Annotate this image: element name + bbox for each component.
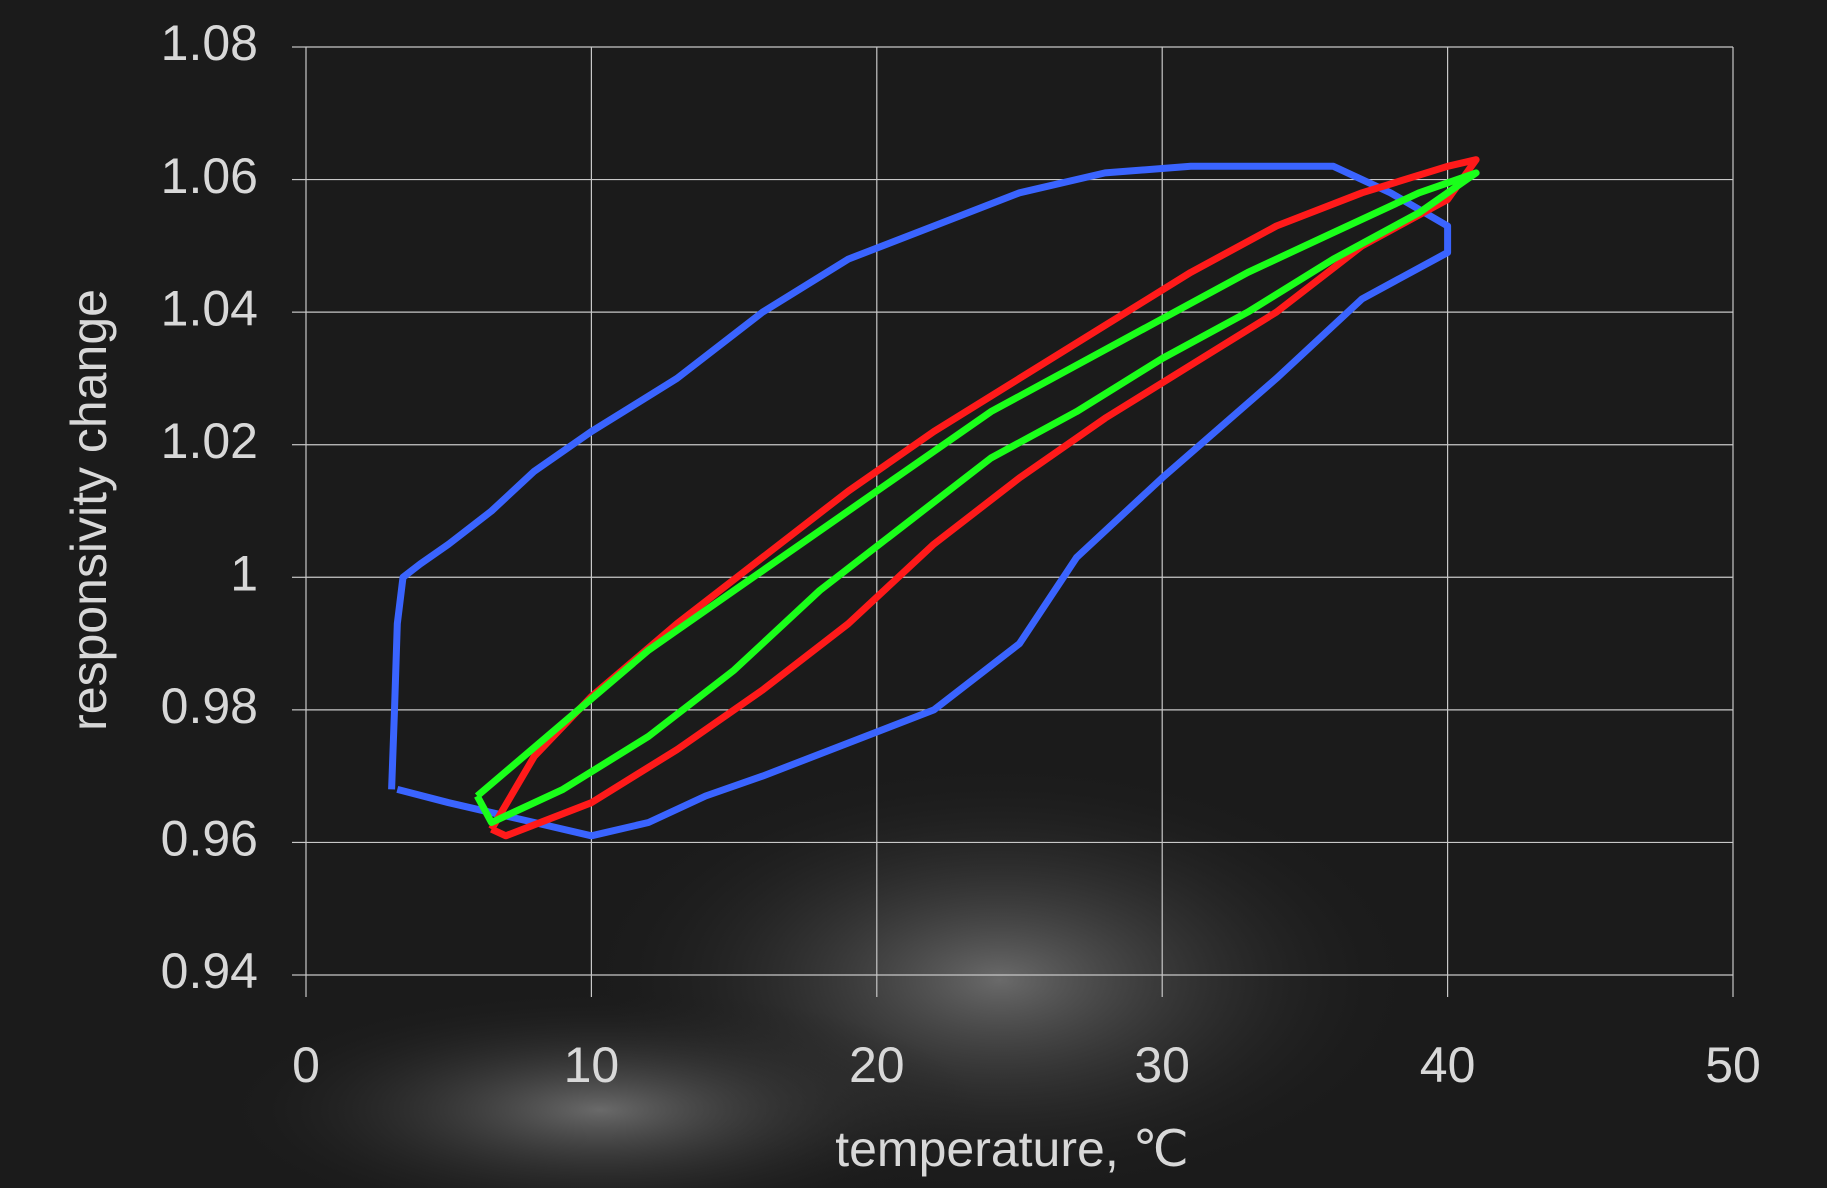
x-tick-label: 50 — [1705, 1037, 1761, 1093]
y-axis-title: responsivity change — [61, 289, 117, 731]
y-tick-label: 0.94 — [161, 943, 258, 999]
y-tick-label: 1.04 — [161, 280, 258, 336]
y-tick-label: 1.02 — [161, 413, 258, 469]
data-line — [474, 169, 1480, 826]
data-line — [388, 162, 1452, 840]
y-tick-label: 0.96 — [161, 811, 258, 867]
background-blur — [220, 990, 980, 1188]
y-tick-label: 0.98 — [161, 678, 258, 734]
y-tick-label: 1.06 — [161, 148, 258, 204]
data-line — [488, 156, 1480, 840]
y-tick-label: 1 — [230, 545, 258, 601]
x-tick-label: 10 — [564, 1037, 620, 1093]
x-tick-label: 40 — [1420, 1037, 1476, 1093]
plot-area: 0.94 0.96 0.98 1 1.02 1.04 1.06 1.08 0 10 20 30 40 50 — [161, 15, 1761, 1093]
x-axis-title: temperature, ℃ — [835, 1121, 1189, 1177]
x-tick-label: 30 — [1134, 1037, 1190, 1093]
x-tick-label: 0 — [292, 1037, 320, 1093]
x-tick-label: 20 — [849, 1037, 905, 1093]
y-tick-label: 1.08 — [161, 15, 258, 71]
